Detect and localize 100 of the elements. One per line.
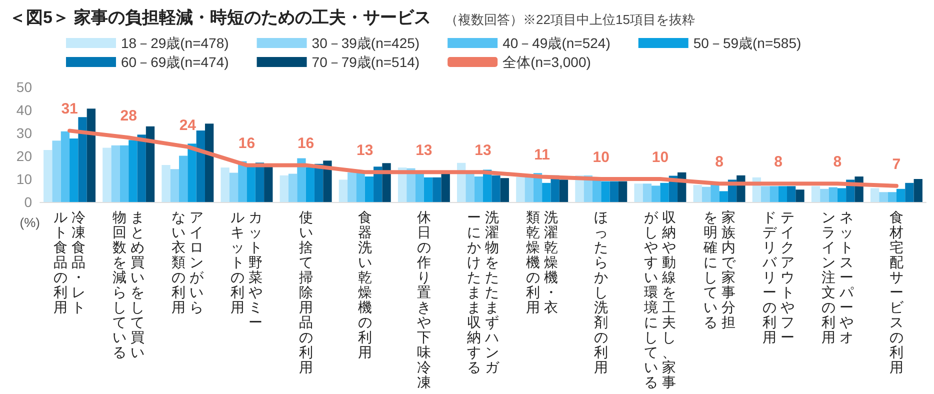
bar: [162, 164, 170, 202]
bar: [204, 124, 214, 202]
bar: [246, 166, 256, 202]
category-label: カット野菜やミールキットの利用: [230, 209, 263, 330]
bar: [52, 140, 61, 202]
bar: [146, 126, 155, 202]
bar: [466, 173, 474, 202]
category-label: 食材宅配サービスの利用: [889, 209, 904, 375]
category-label: テイクアウトやフードデリバリーの利用: [762, 209, 794, 345]
bar: [702, 186, 711, 202]
bar: [306, 167, 314, 202]
legend-label: 50－59歳(n=585): [693, 35, 802, 51]
bar: [693, 184, 702, 202]
bar: [229, 172, 238, 202]
bar: [70, 138, 78, 202]
bar: [44, 150, 52, 202]
bar: [837, 188, 846, 202]
legend-label: 全体(n=3,000): [502, 54, 591, 70]
data-label: 16: [238, 135, 256, 152]
data-label: 7: [892, 156, 901, 173]
data-label: 11: [534, 146, 550, 164]
data-label: 24: [179, 116, 197, 134]
bar: [905, 182, 914, 202]
legend-label: 30－39歳(n=425): [312, 35, 420, 51]
bar: [78, 117, 87, 202]
bar: [102, 148, 112, 202]
data-label: 10: [592, 149, 610, 166]
bar: [364, 176, 374, 202]
data-label: 8: [833, 154, 842, 171]
category-label: 家族内で家事分担を明確にしている: [703, 209, 736, 330]
bar: [796, 190, 804, 202]
bar: [914, 179, 922, 202]
data-label: 13: [416, 142, 432, 160]
bar: [761, 186, 770, 202]
bar: [196, 130, 205, 202]
bar: [137, 134, 146, 202]
bar: [870, 188, 880, 202]
bar: [338, 180, 348, 202]
y-tick-label: 30: [16, 125, 32, 141]
bar: [811, 186, 820, 202]
y-tick-label: 0: [24, 194, 32, 210]
bar: [660, 182, 669, 202]
bar: [820, 188, 829, 202]
category-label: まとめ買いをして買い物回数を減らしている: [112, 209, 145, 360]
bar: [474, 176, 483, 202]
category-label: 収納や動線を工夫し、家事がしやすい環境にしている: [644, 209, 676, 390]
data-label: 28: [120, 108, 137, 125]
bar: [348, 172, 356, 202]
legend-label: 70－79歳(n=514): [312, 54, 420, 70]
bar: [120, 145, 129, 202]
bar: [618, 181, 628, 202]
legend-label: 60－69歳(n=474): [121, 54, 229, 70]
chart-title: ＜図5＞ 家事の負担軽減・時短のための工夫・サービス: [9, 8, 432, 27]
bar: [424, 177, 433, 202]
category-label: ネットスーパーやオンライン注文の利用: [821, 209, 854, 345]
bar: [179, 156, 188, 202]
bar: [778, 186, 787, 202]
line-series: [68, 128, 898, 188]
bar: [220, 168, 230, 202]
category-label: 洗濯物をたたまずハンガーにかけたまま収納する: [467, 209, 499, 375]
bar: [888, 192, 896, 202]
bar: [652, 186, 660, 202]
y-axis-title: (%): [20, 215, 40, 230]
bar: [492, 175, 500, 202]
data-label: 13: [474, 142, 492, 160]
bar: [879, 192, 888, 202]
category-label: ほったらかし洗剤の利用: [594, 209, 608, 375]
bar: [786, 186, 796, 202]
bar: [356, 173, 365, 202]
bar: [524, 176, 534, 202]
category-label: 洗濯乾燥機・衣類乾燥機の利用: [526, 209, 558, 315]
bar: [60, 131, 70, 202]
bar: [642, 184, 652, 202]
category-label: アイロンがいらない衣類の利用: [172, 209, 204, 315]
legend-label: 18－29歳(n=478): [121, 35, 229, 51]
data-label: 13: [356, 142, 374, 160]
bar: [86, 108, 96, 202]
data-label: 31: [61, 100, 78, 118]
data-label: 10: [652, 149, 669, 166]
bar: [288, 174, 298, 202]
bar: [634, 184, 643, 202]
bar: [432, 177, 442, 202]
bar: [500, 178, 509, 202]
data-label: 8: [774, 154, 783, 171]
bar: [415, 173, 424, 202]
bar: [516, 176, 525, 202]
bar: [297, 158, 306, 202]
y-tick-label: 20: [16, 148, 32, 164]
bar: [170, 169, 180, 202]
bar: [280, 175, 288, 202]
bar: [610, 181, 618, 202]
data-label: 16: [297, 135, 314, 152]
bar: [559, 180, 568, 202]
bar: [128, 140, 138, 202]
bar: [601, 181, 610, 202]
category-label: 休日の作り置きや下味冷凍: [416, 209, 431, 390]
bar: [828, 187, 838, 202]
y-tick-label: 40: [16, 102, 32, 118]
bar: [719, 191, 728, 202]
category-label: 冷凍食品・レトルト食品の利用: [54, 209, 86, 315]
